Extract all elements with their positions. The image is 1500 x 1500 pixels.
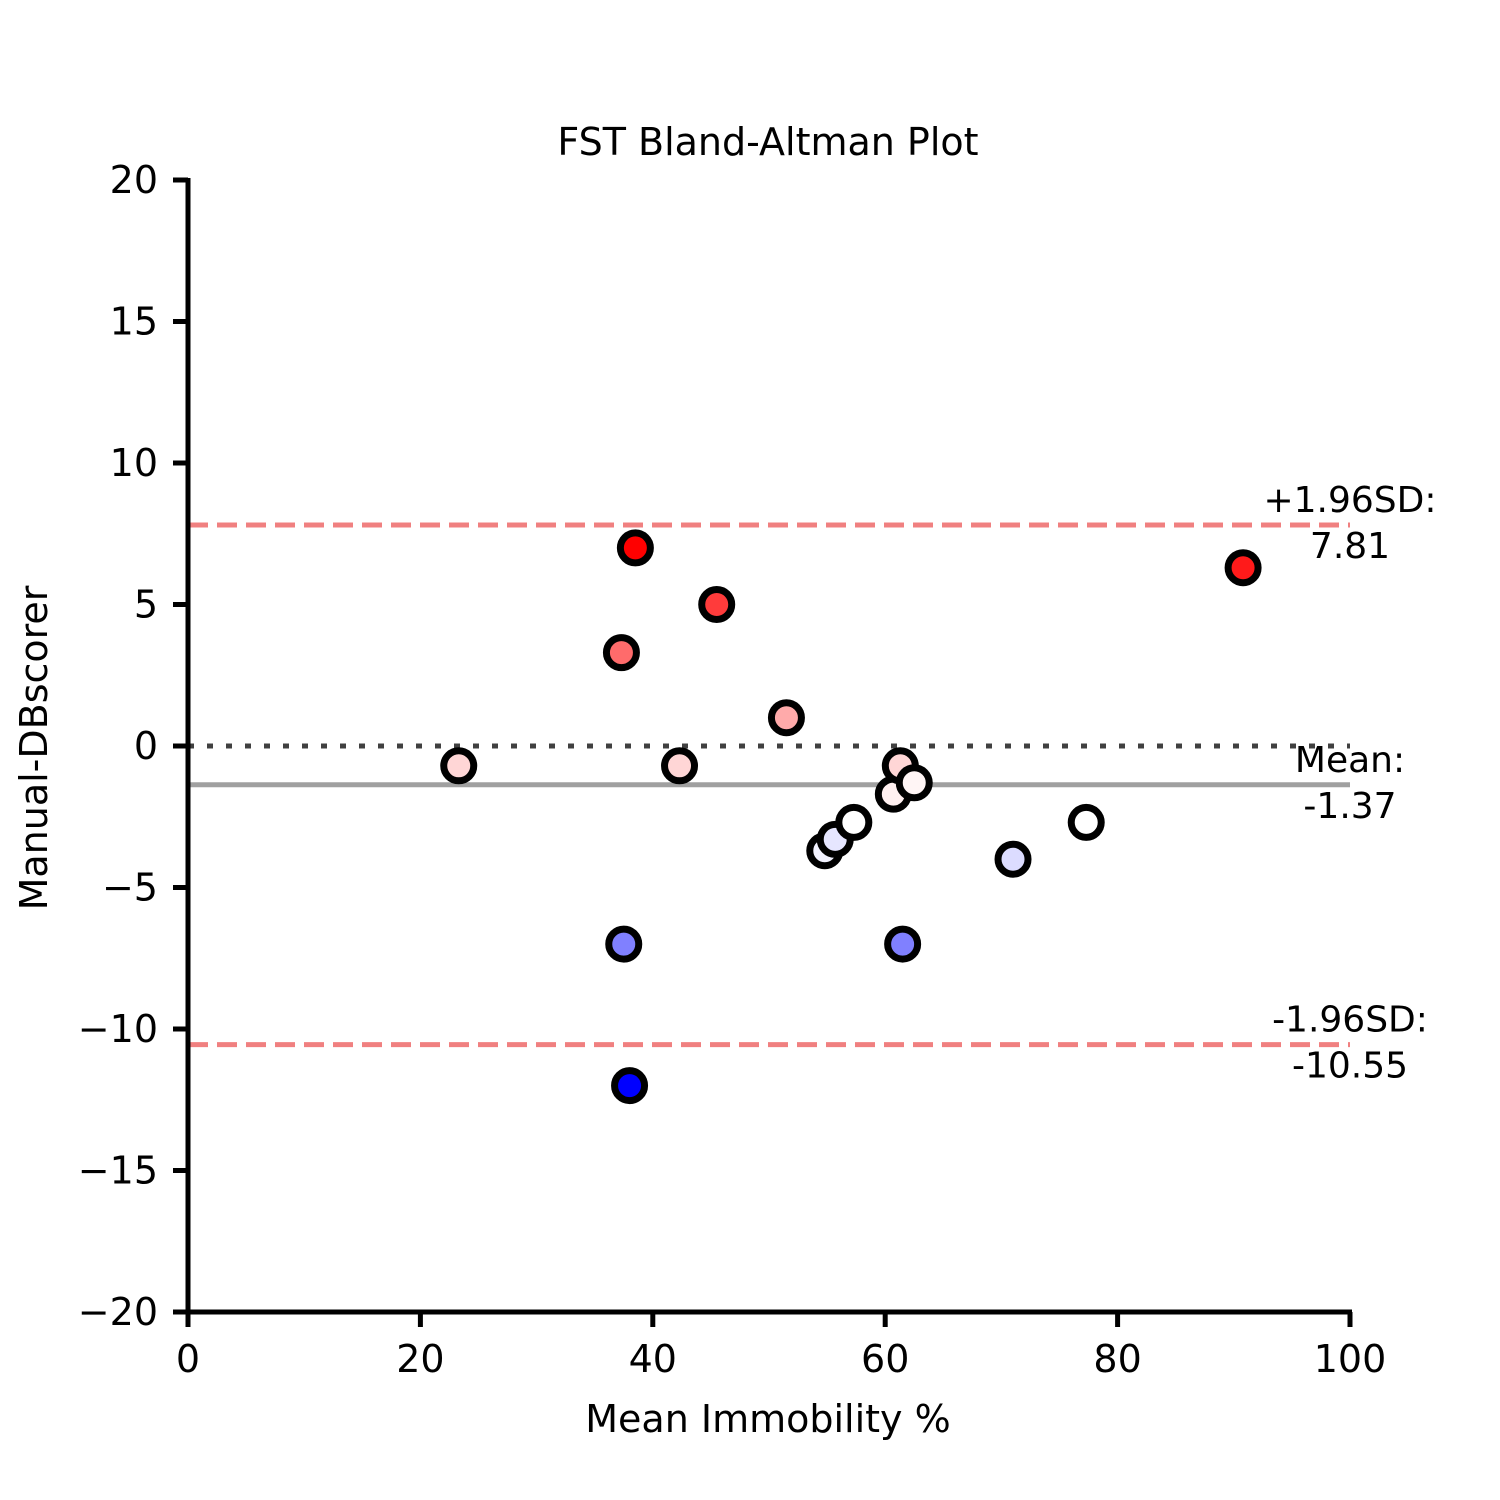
data-point <box>698 586 736 623</box>
data-point <box>605 925 643 963</box>
mean-label-title: Mean: <box>1295 740 1405 781</box>
data-point <box>1067 803 1105 841</box>
chart-title: FST Bland-Altman Plot <box>557 120 978 164</box>
data-point <box>767 699 805 737</box>
x-tick-label: 20 <box>396 1337 444 1381</box>
data-point <box>994 840 1032 878</box>
data-point <box>440 747 478 785</box>
mean-label-value: -1.37 <box>1303 786 1396 827</box>
y-axis-title: Manual-DBscorer <box>12 585 56 910</box>
data-point <box>884 925 922 963</box>
reference-lines <box>188 522 1350 1048</box>
y-tick-label: 5 <box>134 583 158 627</box>
lower-label-value: -10.55 <box>1292 1046 1408 1087</box>
data-point <box>1224 549 1262 587</box>
upper-label-title: +1.96SD: <box>1263 480 1436 521</box>
x-tick-label: 0 <box>176 1337 200 1381</box>
reference-labels: +1.96SD: 7.81 Mean: -1.37 -1.96SD: -10.55 <box>1263 480 1436 1087</box>
data-point <box>835 803 873 841</box>
x-tick-label: 80 <box>1093 1337 1141 1381</box>
x-tick-label: 60 <box>861 1337 909 1381</box>
upper-label-value: 7.81 <box>1310 526 1390 567</box>
data-point <box>616 529 654 567</box>
data-point <box>895 764 933 802</box>
y-tick-label: 10 <box>110 441 158 485</box>
x-tick-label: 40 <box>629 1337 677 1381</box>
data-point <box>602 634 640 672</box>
x-axis-title: Mean Immobility % <box>585 1397 950 1441</box>
data-point <box>611 1067 649 1105</box>
y-tick-label: 20 <box>110 158 158 202</box>
x-tick-label: 100 <box>1314 1337 1387 1381</box>
data-point <box>661 747 699 785</box>
y-tick-label: 0 <box>134 724 158 768</box>
y-tick-label: −5 <box>102 866 158 910</box>
y-tick-label: −15 <box>78 1149 158 1193</box>
y-tick-label: −20 <box>78 1290 158 1334</box>
y-tick-label: 15 <box>110 300 158 344</box>
data-points <box>440 529 1262 1105</box>
lower-label-title: -1.96SD: <box>1272 1000 1428 1041</box>
y-tick-label: −10 <box>78 1007 158 1051</box>
axes: 20 15 10 5 0 −5 −10 −15 −20 0 20 40 60 80 100 <box>78 158 1386 1381</box>
